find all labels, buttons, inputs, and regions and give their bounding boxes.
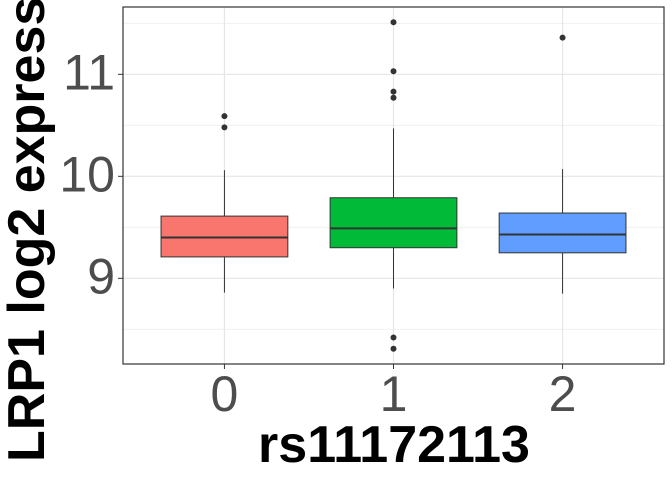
outlier — [221, 124, 228, 131]
y-tick-label: 11 — [63, 45, 115, 101]
panel-border — [122, 6, 665, 365]
x-tick-label: 2 — [549, 366, 577, 422]
y-tick-label: 9 — [87, 249, 115, 305]
outlier — [390, 19, 397, 26]
outlier — [221, 113, 228, 120]
outlier — [390, 88, 397, 95]
y-tick-label: 10 — [59, 147, 115, 203]
outlier — [390, 345, 397, 352]
outlier — [390, 94, 397, 101]
outlier — [390, 334, 397, 341]
outlier — [559, 34, 566, 41]
x-tick-label: 1 — [380, 366, 408, 422]
box — [329, 197, 458, 249]
x-tick-label: 0 — [211, 366, 239, 422]
x-axis-title: rs11172113 — [258, 416, 530, 474]
outlier — [390, 68, 397, 75]
box — [498, 212, 627, 254]
y-axis-title: LRP1 log2 expression — [0, 0, 56, 462]
box — [160, 215, 289, 258]
